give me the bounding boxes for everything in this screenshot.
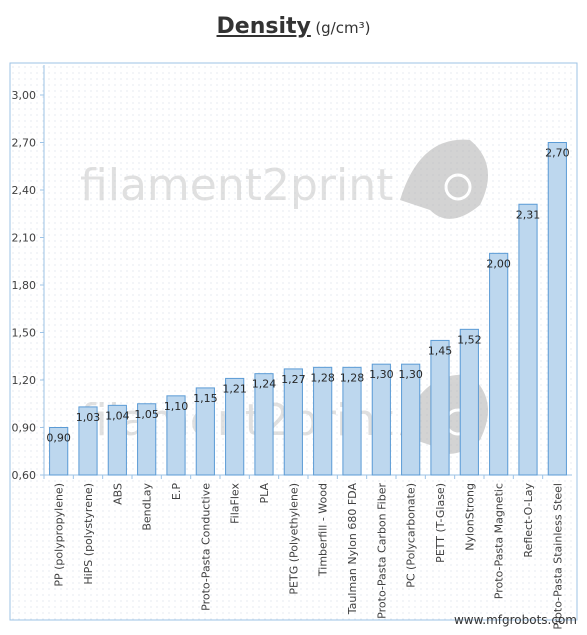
bar-value-label: 1,28 <box>340 371 365 384</box>
y-tick-label: 1,80 <box>12 279 37 292</box>
bar <box>518 203 538 476</box>
bar-value-label: 1,15 <box>193 392 218 405</box>
bar <box>107 404 127 476</box>
chart-title-main: Density <box>216 14 311 39</box>
x-tick-label: Timberfill - Wood <box>317 483 330 577</box>
x-tick-label: PP (polypropylene) <box>53 483 66 587</box>
x-tick-label: Proto-Pasta Magnetic <box>493 483 506 599</box>
watermark-logo: filament2print <box>80 139 488 219</box>
bar-value-label: 2,70 <box>545 147 570 160</box>
x-tick-label: BendLay <box>141 483 154 531</box>
bar <box>430 339 450 476</box>
x-tick-label: NylonStrong <box>463 483 476 551</box>
bar-value-label: 1,52 <box>457 333 482 346</box>
bar <box>489 252 509 476</box>
bar <box>547 142 567 476</box>
bar-value-label: 1,30 <box>369 368 394 381</box>
y-tick-label: 1,20 <box>12 374 37 387</box>
watermark-chameleon-icon <box>400 139 488 219</box>
bar <box>254 373 274 476</box>
bar-value-label: 1,27 <box>281 373 306 386</box>
credit-text: www.mfgrobots.com <box>453 613 577 627</box>
x-tick-label: Reflect-O-Lay <box>522 483 535 558</box>
bar-value-label: 2,31 <box>516 208 541 221</box>
chart-title-unit: (g/cm³) <box>315 19 371 37</box>
y-tick-label: 2,10 <box>12 232 37 245</box>
bar-value-label: 0,90 <box>46 432 71 445</box>
x-tick-label: ABS <box>111 483 124 505</box>
watermark-text: filament2print <box>80 160 393 211</box>
bar-value-label: 1,28 <box>310 371 335 384</box>
y-tick-label: 3,00 <box>12 89 37 102</box>
bar <box>401 363 421 476</box>
bar-value-label: 1,21 <box>222 382 247 395</box>
bar <box>371 363 391 476</box>
bar <box>166 395 186 476</box>
x-tick-label: Taulman Nylon 680 FDA <box>346 483 359 616</box>
y-tick-label: 2,40 <box>12 184 37 197</box>
bar <box>195 387 215 476</box>
bar-value-label: 2,00 <box>486 257 511 270</box>
y-tick-label: 0,90 <box>12 422 37 435</box>
bar-value-label: 1,04 <box>105 409 130 422</box>
y-tick-label: 0,60 <box>12 469 37 482</box>
bar <box>137 403 157 476</box>
x-tick-label: HiPS (polystyrene) <box>82 483 95 585</box>
x-tick-label: PETT (T-Glase) <box>434 483 447 563</box>
bar <box>313 366 333 476</box>
y-tick-label: 1,50 <box>12 327 37 340</box>
bar-value-label: 1,24 <box>252 378 277 391</box>
x-tick-label: FilaFlex <box>229 483 242 524</box>
x-tick-label: PETG (Polyethylene) <box>287 483 300 595</box>
bar-value-label: 1,05 <box>134 408 159 421</box>
chart-title: Density (g/cm³) <box>0 14 587 39</box>
bar-value-label: 1,10 <box>164 400 189 413</box>
bar-value-label: 1,03 <box>76 411 101 424</box>
x-tick-label: Proto-Pasta Conductive <box>199 483 212 611</box>
bar <box>342 366 362 476</box>
x-tick-label: Proto-Pasta Stainless Steel <box>551 483 564 630</box>
bar <box>283 368 303 476</box>
x-tick-label: Proto-Pasta Carbon Fiber <box>375 483 388 619</box>
bar <box>459 328 479 476</box>
bar <box>78 406 98 476</box>
x-tick-label: E.P <box>170 483 183 500</box>
bar <box>49 427 69 476</box>
bar-value-label: 1,45 <box>428 344 453 357</box>
watermark-swirl-icon <box>444 173 472 201</box>
x-tick-label: PLA <box>258 483 271 504</box>
bar <box>225 377 245 476</box>
x-tick-label: PC (Polycarbonate) <box>405 483 418 588</box>
bar-value-label: 1,30 <box>398 368 423 381</box>
y-tick-label: 2,70 <box>12 137 37 150</box>
